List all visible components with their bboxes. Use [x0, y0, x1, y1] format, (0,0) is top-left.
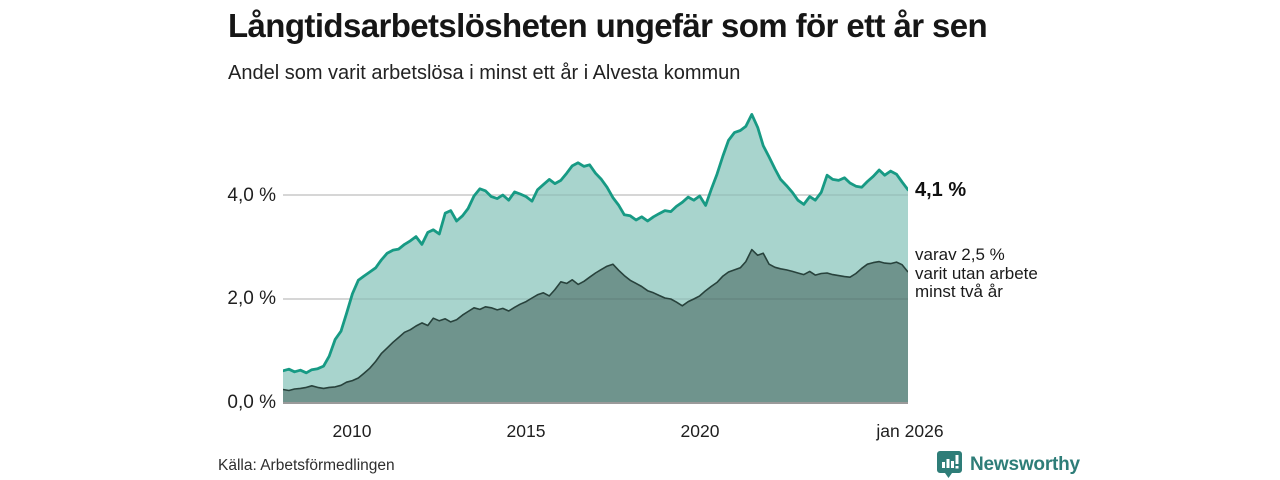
annotation-line-1: varav 2,5 %	[915, 245, 1005, 264]
brand-logo: Newsworthy	[936, 450, 1080, 480]
x-axis-tick-2015: 2015	[506, 421, 546, 441]
y-axis-tick-4: 4,0 %	[227, 185, 276, 206]
end-value-label-total: 4,1 %	[915, 179, 967, 201]
end-value-label-two-years: varav 2,5 % varit utan arbete minst två …	[915, 245, 1055, 302]
page-subtitle: Andel som varit arbetslösa i minst ett å…	[228, 62, 741, 84]
annotation-line-2: varit utan arbete	[915, 263, 1038, 283]
newsworthy-icon	[937, 451, 962, 478]
x-axis-tick-jan-2026: jan 2026	[876, 421, 944, 441]
x-axis-tick-2020: 2020	[680, 421, 720, 441]
x-axis-tick-2010: 2010	[332, 421, 372, 441]
y-axis-tick-2: 2,0 %	[227, 288, 276, 309]
source-note: Källa: Arbetsförmedlingen	[218, 457, 395, 474]
annotation-line-3: minst två år	[915, 282, 1003, 301]
page-title: Långtidsarbetslösheten ungefär som för e…	[228, 7, 988, 44]
area-chart	[283, 113, 908, 404]
y-axis-tick-0: 0,0 %	[227, 392, 276, 413]
brand-name: Newsworthy	[970, 454, 1080, 475]
